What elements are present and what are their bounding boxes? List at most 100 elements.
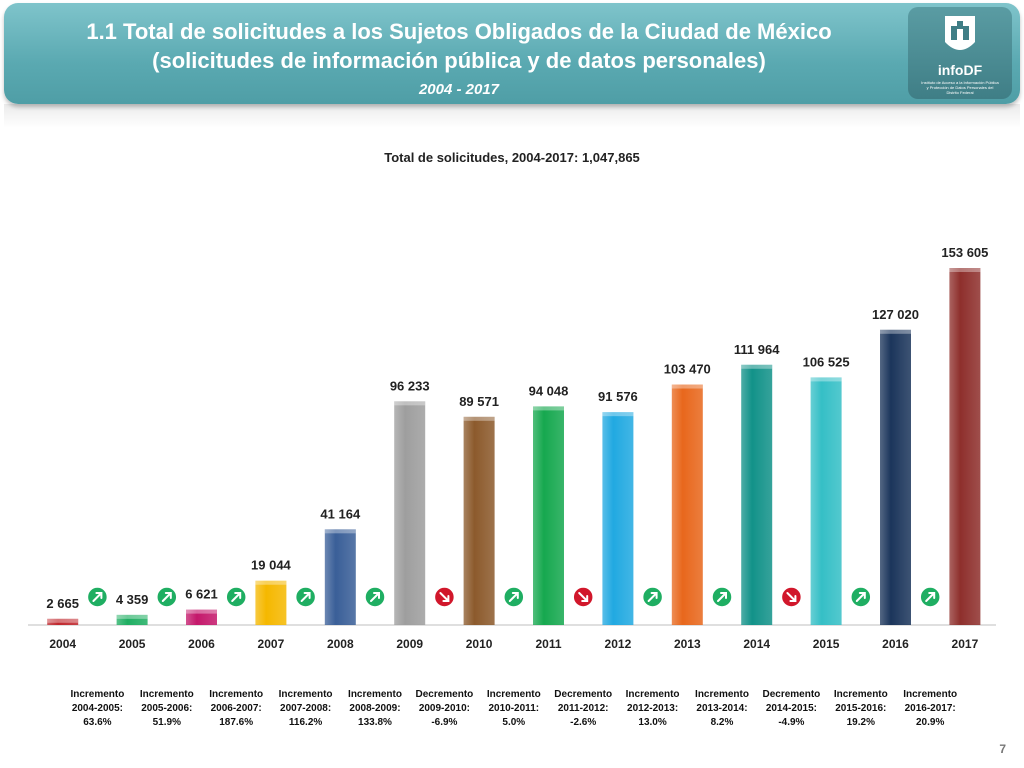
change-percent: 133.8% [358,717,392,728]
change-label-5: Incremento 2008-2009: 133.8% [340,688,410,730]
tick-label-2004: 2004 [49,637,76,651]
arrow-up-icon [925,592,936,602]
value-label-2007: 19 044 [251,558,292,573]
change-type: Incremento [209,689,264,700]
bar-2004 [47,618,79,625]
bar-2011 [533,406,564,625]
bar-2008 [324,529,356,625]
bar-2012 [602,412,634,625]
change-percent: 19.2% [846,717,875,728]
tick-label-2006: 2006 [188,637,215,651]
bar-2005 [116,614,148,625]
arrow-down-icon [578,592,589,602]
bar-2007 [255,580,287,625]
value-label-2006: 6 621 [185,587,218,602]
bar-2013 [671,384,703,625]
change-type: Incremento [348,689,402,700]
tick-label-2016: 2016 [882,637,909,651]
logo-text: infoDF [937,61,983,78]
bar-cap-2008 [324,529,356,534]
bar-2006 [186,609,217,625]
bar-cap-2012 [602,412,634,417]
change-label-3: Incremento 2006-2007: 187.6% [201,688,271,730]
change-percent: 20.9% [916,717,945,728]
tick-label-2013: 2013 [674,637,701,651]
change-type: Incremento [278,689,333,700]
tick-label-2008: 2008 [327,637,354,651]
bar-cap-2017 [949,268,981,272]
change-percent: -4.9% [778,717,805,728]
value-label-2010: 89 571 [459,394,499,409]
tick-label-2011: 2011 [535,637,561,651]
value-label-2016: 127 020 [872,307,919,322]
bar-2017 [949,268,981,625]
bar-cap-2004 [47,618,79,623]
change-period: 2007-2008: [280,703,332,714]
change-type: Incremento [625,689,680,700]
change-period: 2008-2009: [349,703,401,714]
change-type: Decremento [762,689,821,700]
change-type: Decremento [554,689,613,700]
tick-label-2014: 2014 [743,637,770,651]
change-percent: 187.6% [219,717,254,728]
change-period: 2014-2015: [765,703,817,714]
infodf-logo: infoDF Instituto de Acceso a la Informac… [908,7,1012,99]
change-label-1: Incremento 2004-2005: 63.6% [62,688,132,730]
change-period: 2013-2014: [696,703,748,714]
change-type: Decremento [415,689,474,700]
arrow-up-icon [300,592,311,602]
value-label-2009: 96 233 [390,378,430,393]
bar-2009 [394,401,426,625]
page-number: 7 [999,742,1006,756]
bar-cap-2016 [880,329,911,334]
logo-subtext: Instituto de Acceso a la Información Púb… [921,79,999,95]
bar-2016 [880,329,911,625]
value-label-2004: 2 665 [46,596,79,611]
bar-cap-2011 [533,406,564,411]
change-label-4: Incremento 2007-2008: 116.2% [271,688,341,730]
change-type: Incremento [695,689,749,700]
change-label-10: Incremento 2013-2014: 8.2% [687,688,757,730]
change-percent: 63.6% [83,717,112,728]
change-percent: 116.2% [288,717,323,728]
tick-label-2017: 2017 [952,637,979,651]
arrow-up-icon [231,592,242,602]
change-label-13: Incremento 2016-2017: 20.9% [895,688,965,730]
tick-label-2012: 2012 [605,637,632,651]
arrow-up-icon [92,592,103,602]
tick-label-2009: 2009 [396,637,423,651]
bar-cap-2007 [255,580,287,585]
change-label-7: Incremento 2010-2011: 5.0% [479,688,549,730]
change-percent: 13.0% [638,717,667,728]
change-percent: 51.9% [152,717,181,728]
change-period: 2009-2010: [418,703,470,714]
tick-label-2010: 2010 [466,637,493,651]
arrow-up-icon [855,592,866,602]
value-label-2012: 91 576 [598,389,638,404]
change-type: Incremento [833,689,888,700]
chart-title: Total de solicitudes, 2004-2017: 1,047,8… [384,150,640,165]
bar-2014 [741,364,773,625]
change-percent: -2.6% [570,717,597,728]
arrow-down-icon [439,592,450,602]
tick-label-2015: 2015 [813,637,840,651]
change-period: 2015-2016: [835,703,887,714]
tick-label-2007: 2007 [258,637,285,651]
value-label-2014: 111 964 [734,342,780,357]
arrow-up-icon [370,592,380,602]
change-label-6: Decremento 2009-2010: -6.9% [409,688,479,730]
change-label-9: Incremento 2012-2013: 13.0% [618,688,688,730]
value-label-2011: 94 048 [529,383,569,398]
bar-cap-2015 [810,377,842,382]
change-period: 2016-2017: [904,703,956,714]
arrow-up-icon [161,592,172,602]
value-label-2015: 106 525 [803,354,850,369]
header-shadow [4,104,1020,128]
arrow-up-icon [508,592,519,602]
slide-period: 2004 - 2017 [418,81,500,98]
bar-cap-2006 [186,609,217,614]
bar-cap-2005 [116,614,148,619]
change-type: Incremento [70,689,125,700]
change-type: Incremento [903,689,958,700]
